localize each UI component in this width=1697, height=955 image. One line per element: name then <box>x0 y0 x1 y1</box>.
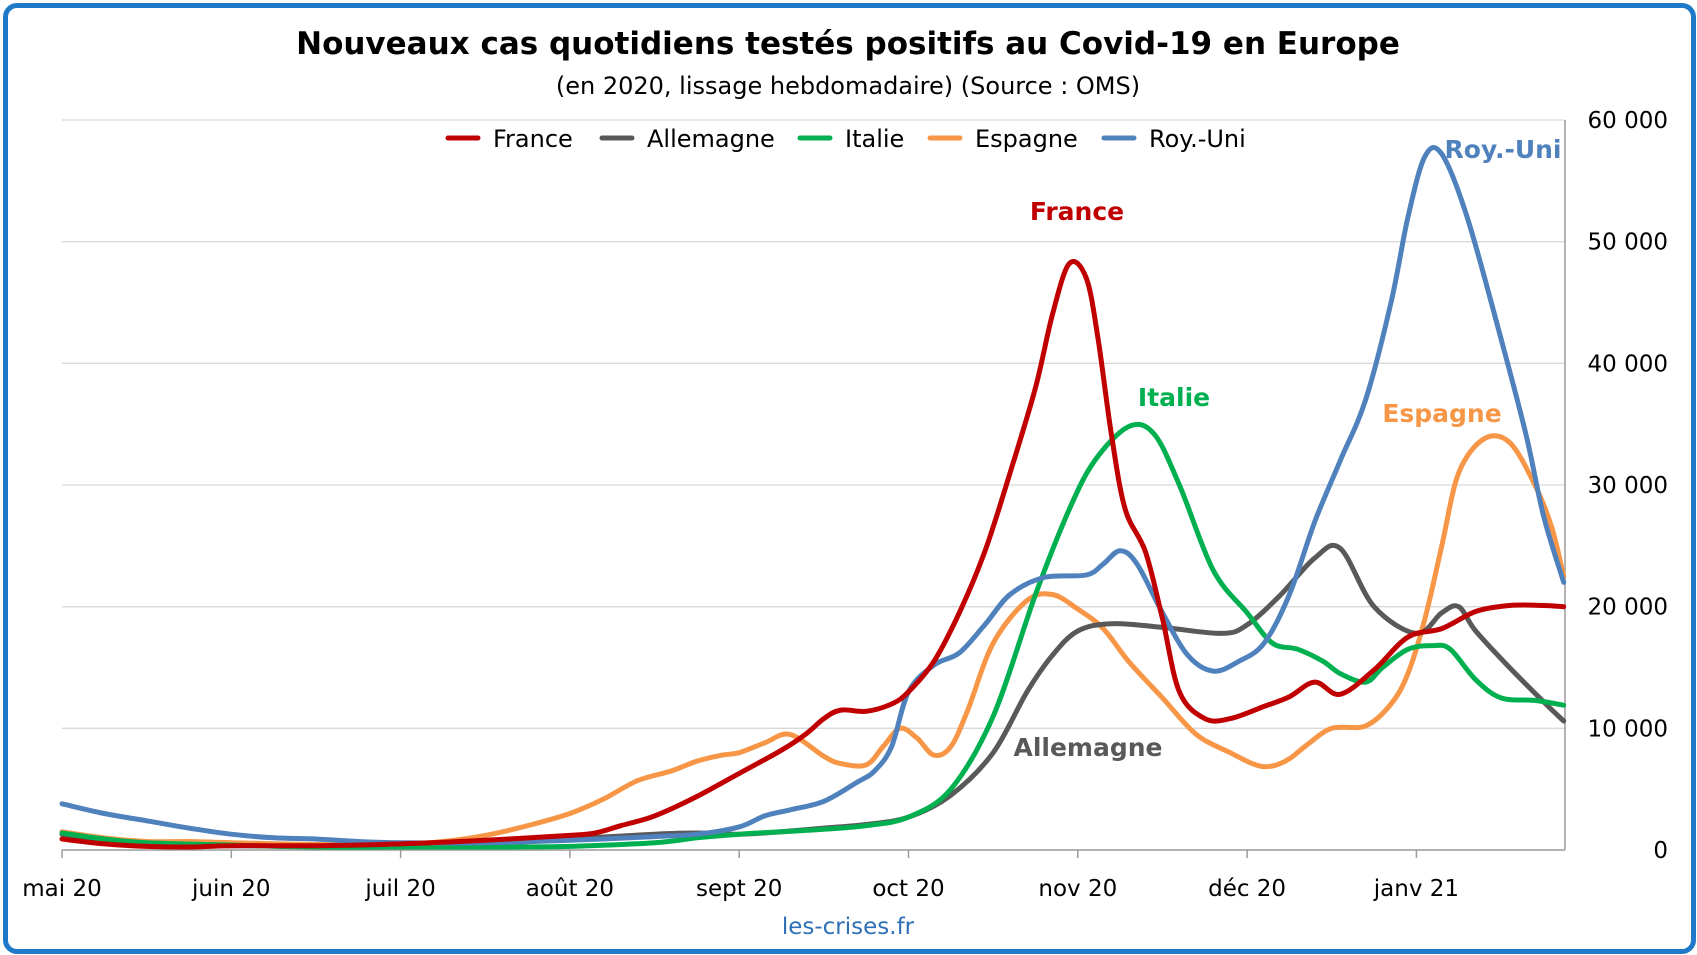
x-tick-label: juin 20 <box>191 876 271 902</box>
series-line-roy-uni <box>59 145 1567 846</box>
chart-title: Nouveaux cas quotidiens testés positifs … <box>296 26 1400 62</box>
legend-label-roy-uni: Roy.-Uni <box>1149 125 1246 153</box>
y-tick-labels: 0 10 000 20 000 30 000 40 000 50 000 60 000 <box>1588 108 1668 864</box>
legend-label-espagne: Espagne <box>975 125 1078 153</box>
x-tick-label: mai 20 <box>22 876 101 902</box>
x-tick-label: sept 20 <box>696 876 782 902</box>
legend: France Allemagne Italie Espagne Roy.-Uni <box>445 125 1246 153</box>
annotation-espagne: Espagne <box>1382 399 1501 428</box>
annotation-allemagne: Allemagne <box>1013 733 1162 762</box>
y-tick-label: 50 000 <box>1588 230 1668 256</box>
chart-subtitle: (en 2020, lissage hebdomadaire) (Source … <box>556 72 1140 100</box>
legend-label-allemagne: Allemagne <box>647 125 775 153</box>
y-tick-label: 30 000 <box>1588 473 1668 499</box>
series-line-espagne <box>59 433 1567 848</box>
y-tick-label: 0 <box>1653 838 1668 864</box>
x-tick-label: oct 20 <box>872 876 944 902</box>
x-tick-label: nov 20 <box>1038 876 1117 902</box>
y-tick-label: 40 000 <box>1588 351 1668 377</box>
y-tick-label: 10 000 <box>1588 716 1668 742</box>
annotation-italie: Italie <box>1138 383 1210 412</box>
series-line-france <box>59 259 1567 850</box>
x-tick-label: août 20 <box>526 876 614 902</box>
series-lines <box>59 145 1567 850</box>
x-tick-label: déc 20 <box>1208 876 1286 902</box>
grid-lines <box>62 119 1565 729</box>
chart-frame <box>3 3 1696 954</box>
series-line-italie <box>59 421 1567 850</box>
y-tick-label: 20 000 <box>1588 595 1668 621</box>
x-tick-label: juil 20 <box>364 876 435 902</box>
annotation-roy-uni: Roy.-Uni <box>1445 135 1562 164</box>
series-annotations: France Allemagne Italie Espagne Roy.-Uni <box>1013 135 1561 762</box>
legend-label-france: France <box>493 125 573 153</box>
y-tick-label: 60 000 <box>1588 108 1668 134</box>
axes <box>61 120 1566 858</box>
x-tick-labels: mai 20 juin 20 juil 20 août 20 sept 20 oct 20… <box>22 876 1459 902</box>
x-tick-label: janv 21 <box>1373 876 1459 902</box>
annotation-france: France <box>1030 197 1124 226</box>
legend-label-italie: Italie <box>845 125 904 153</box>
source-label: les-crises.fr <box>782 914 915 940</box>
